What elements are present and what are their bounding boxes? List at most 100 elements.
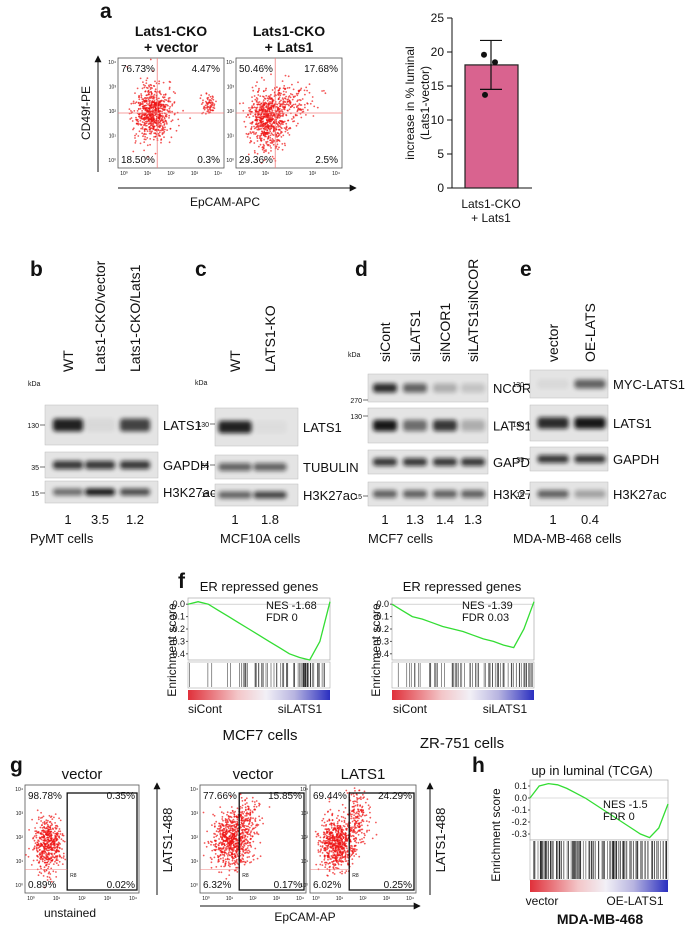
event-dot [225, 836, 227, 838]
event-dot [39, 849, 41, 851]
event-dot [329, 862, 331, 864]
event-dot [148, 123, 150, 125]
event-dot [344, 855, 346, 857]
event-dot [222, 839, 224, 841]
event-dot [276, 86, 278, 88]
event-dot [59, 828, 61, 830]
event-dot [256, 831, 258, 833]
event-dot [261, 103, 263, 105]
event-dot [267, 133, 269, 135]
protein-label: H3K27ac [613, 487, 667, 502]
event-dot [281, 109, 283, 111]
event-dot [361, 832, 363, 834]
event-dot [149, 126, 151, 128]
event-dot [236, 850, 238, 852]
blot-band [537, 380, 568, 389]
event-dot [352, 826, 354, 828]
event-dot [267, 137, 269, 139]
event-dot [270, 116, 272, 118]
event-dot [269, 126, 271, 128]
event-dot [293, 120, 295, 122]
event-dot [257, 140, 259, 142]
axis-tick-label: 10² [167, 171, 175, 177]
event-dot [139, 130, 141, 132]
event-dot [273, 134, 275, 136]
event-dot [352, 831, 354, 833]
quadrant-label: 15.85% [268, 791, 302, 802]
event-dot [247, 831, 249, 833]
event-dot [246, 840, 248, 842]
event-dot [44, 862, 46, 864]
event-dot [340, 833, 342, 835]
event-dot [360, 816, 362, 818]
y-tick-label: 10 [431, 113, 445, 127]
event-dot [287, 110, 289, 112]
event-dot [261, 131, 263, 133]
event-dot [52, 856, 54, 858]
event-dot [226, 823, 228, 825]
event-dot [252, 121, 254, 123]
event-dot [163, 131, 165, 133]
event-dot [220, 852, 222, 854]
event-dot [335, 867, 337, 869]
event-dot [223, 843, 225, 845]
event-dot [354, 840, 356, 842]
event-dot [279, 111, 281, 113]
event-dot [28, 848, 30, 850]
event-dot [266, 144, 268, 146]
event-dot [164, 108, 166, 110]
event-dot [352, 863, 354, 865]
event-dot [48, 830, 50, 832]
event-dot [236, 871, 238, 873]
event-dot [278, 121, 280, 123]
blot-band [253, 491, 286, 498]
event-dot [293, 104, 295, 106]
event-dot [367, 825, 369, 827]
event-dot [46, 822, 48, 824]
event-dot [254, 152, 256, 154]
event-dot [39, 837, 41, 839]
event-dot [340, 857, 342, 859]
axis-label: Enrichment score [165, 603, 179, 697]
event-dot [280, 100, 282, 102]
event-dot [293, 116, 295, 118]
event-dot [145, 90, 147, 92]
event-dot [149, 144, 151, 146]
event-dot [363, 833, 365, 835]
event-dot [324, 814, 326, 816]
event-dot [324, 850, 326, 852]
event-dot [236, 853, 238, 855]
event-dot [43, 816, 45, 818]
event-dot [341, 860, 343, 862]
event-dot [330, 858, 332, 860]
event-dot [354, 817, 356, 819]
blot-band [373, 420, 397, 431]
event-dot [296, 93, 298, 95]
event-dot [36, 848, 38, 850]
blot-band [373, 384, 397, 393]
quadrant-label: 98.78% [28, 791, 62, 802]
event-dot [142, 115, 144, 117]
event-dot [356, 832, 358, 834]
event-dot [154, 91, 156, 93]
blot-band [403, 458, 427, 466]
event-dot [146, 100, 148, 102]
axis-tick-label: 10¹ [144, 171, 152, 177]
blot-band [574, 455, 605, 463]
event-dot [353, 835, 355, 837]
event-dot [204, 842, 206, 844]
event-dot [284, 97, 286, 99]
event-dot [160, 100, 162, 102]
event-dot [162, 130, 164, 132]
event-dot [162, 121, 164, 123]
event-dot [133, 110, 135, 112]
event-dot [354, 790, 356, 792]
event-dot [214, 103, 216, 105]
event-dot [260, 128, 262, 130]
event-dot [271, 98, 273, 100]
event-dot [279, 87, 281, 89]
event-dot [279, 93, 281, 95]
event-dot [293, 97, 295, 99]
event-dot [142, 128, 144, 130]
event-dot [288, 98, 290, 100]
